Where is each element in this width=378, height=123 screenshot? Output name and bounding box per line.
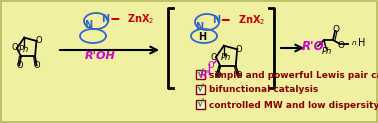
Text: O: O xyxy=(333,24,339,33)
Text: N: N xyxy=(84,20,92,30)
Text: O: O xyxy=(211,53,217,62)
Text: R'O: R'O xyxy=(302,39,325,53)
Text: Ph: Ph xyxy=(322,47,332,56)
Text: R': R' xyxy=(200,70,210,80)
Text: O: O xyxy=(214,71,221,80)
Text: O: O xyxy=(35,36,42,45)
Text: √: √ xyxy=(197,69,204,79)
Text: O: O xyxy=(236,45,243,54)
Text: N: N xyxy=(195,22,203,32)
Text: controlled MW and low dispersity: controlled MW and low dispersity xyxy=(209,100,378,109)
Bar xyxy=(196,85,205,93)
Text: ZnX$_2$: ZnX$_2$ xyxy=(238,13,265,27)
Bar xyxy=(196,69,205,78)
Text: O: O xyxy=(12,44,18,53)
Text: O: O xyxy=(338,40,344,49)
Text: ZnX$_2$: ZnX$_2$ xyxy=(127,12,155,26)
Text: N: N xyxy=(212,15,220,25)
Text: bifunctional catalysis: bifunctional catalysis xyxy=(209,85,318,94)
Text: Ph: Ph xyxy=(221,53,231,62)
Text: H: H xyxy=(198,32,206,42)
Bar xyxy=(196,100,205,108)
Text: $_n$: $_n$ xyxy=(351,38,357,48)
Text: O: O xyxy=(16,61,23,70)
Text: √: √ xyxy=(197,84,204,94)
Text: simple and powerful Lewis pair catalyst: simple and powerful Lewis pair catalyst xyxy=(209,70,378,79)
Text: H: H xyxy=(358,38,366,48)
Text: N: N xyxy=(101,14,110,24)
Text: O: O xyxy=(236,71,242,80)
Text: O: O xyxy=(33,61,40,70)
Text: O: O xyxy=(208,61,214,69)
Text: √: √ xyxy=(197,99,204,109)
Text: Ph: Ph xyxy=(19,45,29,54)
Text: R'OH: R'OH xyxy=(85,51,115,61)
